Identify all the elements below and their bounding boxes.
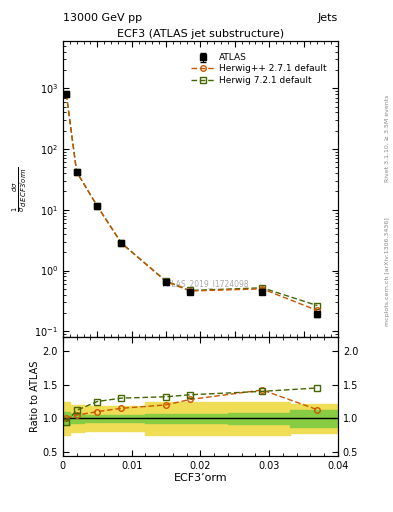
Herwig 7.2.1 default xyxy=(95,203,100,209)
Herwig++ 2.7.1 default xyxy=(188,288,193,294)
Herwig++ 2.7.1 default xyxy=(95,203,100,209)
Herwig 7.2.1 default xyxy=(74,169,79,175)
Text: 13000 GeV pp: 13000 GeV pp xyxy=(63,13,142,23)
X-axis label: ECF3’orm: ECF3’orm xyxy=(174,473,227,483)
Title: ECF3 (ATLAS jet substructure): ECF3 (ATLAS jet substructure) xyxy=(117,29,284,39)
Line: Herwig++ 2.7.1 default: Herwig++ 2.7.1 default xyxy=(64,91,320,313)
Herwig++ 2.7.1 default xyxy=(164,279,169,285)
Text: Rivet 3.1.10, ≥ 3.5M events: Rivet 3.1.10, ≥ 3.5M events xyxy=(385,95,390,182)
Herwig 7.2.1 default xyxy=(119,240,124,246)
Text: ATLAS_2019_I1724098: ATLAS_2019_I1724098 xyxy=(163,280,249,288)
Herwig++ 2.7.1 default xyxy=(119,240,124,246)
Herwig 7.2.1 default xyxy=(315,303,320,309)
Herwig++ 2.7.1 default xyxy=(260,286,265,292)
Y-axis label: $\frac{1}{\sigma}\frac{d\sigma}{d\,ECF3'orm}$: $\frac{1}{\sigma}\frac{d\sigma}{d\,ECF3'… xyxy=(10,166,29,212)
Herwig++ 2.7.1 default xyxy=(74,169,79,175)
Text: mcplots.cern.ch [arXiv:1306.3436]: mcplots.cern.ch [arXiv:1306.3436] xyxy=(385,217,390,326)
Herwig++ 2.7.1 default xyxy=(64,91,69,97)
Herwig 7.2.1 default xyxy=(188,287,193,293)
Line: Herwig 7.2.1 default: Herwig 7.2.1 default xyxy=(64,91,320,308)
Herwig 7.2.1 default xyxy=(164,278,169,284)
Text: Jets: Jets xyxy=(318,13,338,23)
Herwig 7.2.1 default xyxy=(64,91,69,97)
Legend: ATLAS, Herwig++ 2.7.1 default, Herwig 7.2.1 default: ATLAS, Herwig++ 2.7.1 default, Herwig 7.… xyxy=(190,51,328,87)
Y-axis label: Ratio to ATLAS: Ratio to ATLAS xyxy=(30,361,40,432)
Herwig 7.2.1 default xyxy=(260,285,265,291)
Herwig++ 2.7.1 default xyxy=(315,307,320,313)
